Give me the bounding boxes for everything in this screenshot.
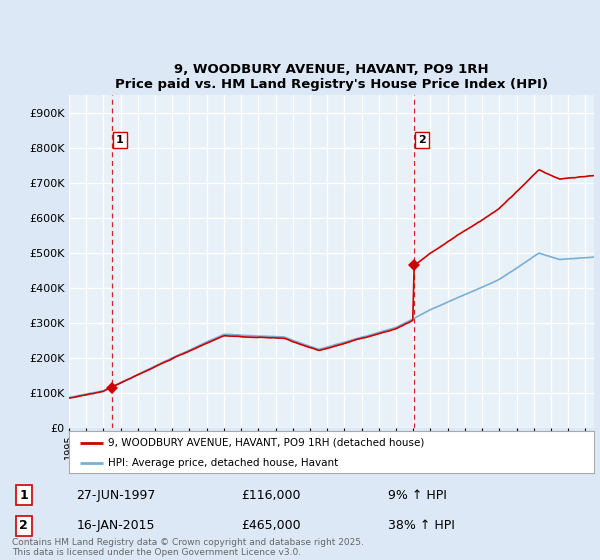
Text: 2: 2 [418,135,426,145]
Text: 1: 1 [116,135,124,145]
Text: 9, WOODBURY AVENUE, HAVANT, PO9 1RH (detached house): 9, WOODBURY AVENUE, HAVANT, PO9 1RH (det… [109,438,425,448]
Title: 9, WOODBURY AVENUE, HAVANT, PO9 1RH
Price paid vs. HM Land Registry's House Pric: 9, WOODBURY AVENUE, HAVANT, PO9 1RH Pric… [115,63,548,91]
Text: £465,000: £465,000 [241,519,301,533]
Text: 38% ↑ HPI: 38% ↑ HPI [388,519,455,533]
Text: HPI: Average price, detached house, Havant: HPI: Average price, detached house, Hava… [109,458,338,468]
Text: 2: 2 [19,519,28,533]
Text: 16-JAN-2015: 16-JAN-2015 [77,519,155,533]
Text: 27-JUN-1997: 27-JUN-1997 [77,488,156,502]
Text: £116,000: £116,000 [241,488,301,502]
Text: 1: 1 [19,488,28,502]
Text: 9% ↑ HPI: 9% ↑ HPI [388,488,447,502]
Text: Contains HM Land Registry data © Crown copyright and database right 2025.
This d: Contains HM Land Registry data © Crown c… [12,538,364,557]
